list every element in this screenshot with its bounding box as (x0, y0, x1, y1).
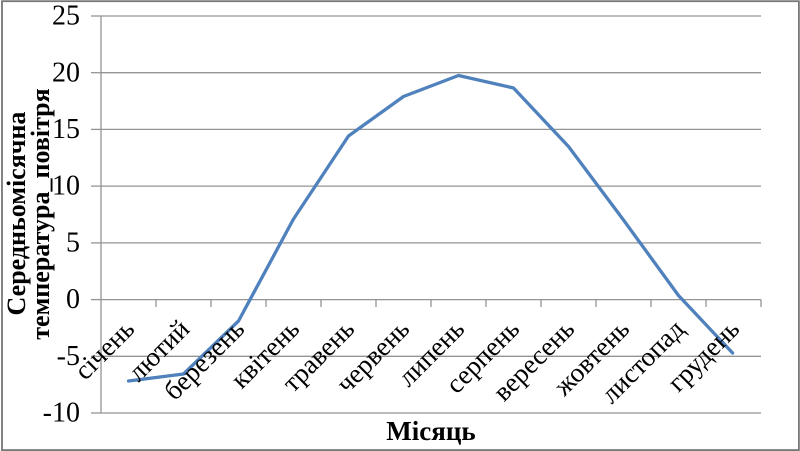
svg-text:10: 10 (52, 171, 80, 202)
svg-text:15: 15 (52, 114, 80, 145)
svg-text:20: 20 (52, 57, 80, 88)
svg-text:25: 25 (52, 1, 80, 32)
svg-text:Середньомісячна: Середньомісячна (2, 112, 31, 316)
svg-text:температура_повітря: температура_повітря (26, 88, 55, 339)
svg-text:-5: -5 (57, 341, 80, 372)
svg-text:0: 0 (66, 284, 80, 315)
svg-text:5: 5 (66, 228, 80, 259)
svg-text:-10: -10 (43, 398, 80, 429)
svg-text:Місяць: Місяць (386, 416, 475, 446)
